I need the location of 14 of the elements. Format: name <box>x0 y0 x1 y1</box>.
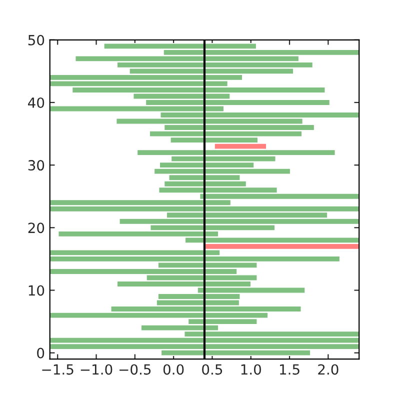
y-tick-label: 50 <box>28 34 44 46</box>
y-tick-label: 30 <box>28 160 44 171</box>
x-tick-label: −1.5 <box>42 364 74 375</box>
x-tick-label: 1.5 <box>280 364 300 375</box>
y-tick-label: 10 <box>28 285 44 296</box>
x-tick-label: −1.0 <box>80 364 112 375</box>
x-tick-label: 0.5 <box>202 364 222 375</box>
y-tick-label: 40 <box>28 97 44 108</box>
x-tick-label: 2.0 <box>318 364 338 375</box>
x-tick-label: 0.0 <box>163 364 184 375</box>
x-tick-label: 1.0 <box>241 364 261 375</box>
y-tick-label: 0 <box>37 348 44 358</box>
x-tick-label: −0.5 <box>120 364 151 375</box>
y-tick-label: 20 <box>28 222 44 234</box>
